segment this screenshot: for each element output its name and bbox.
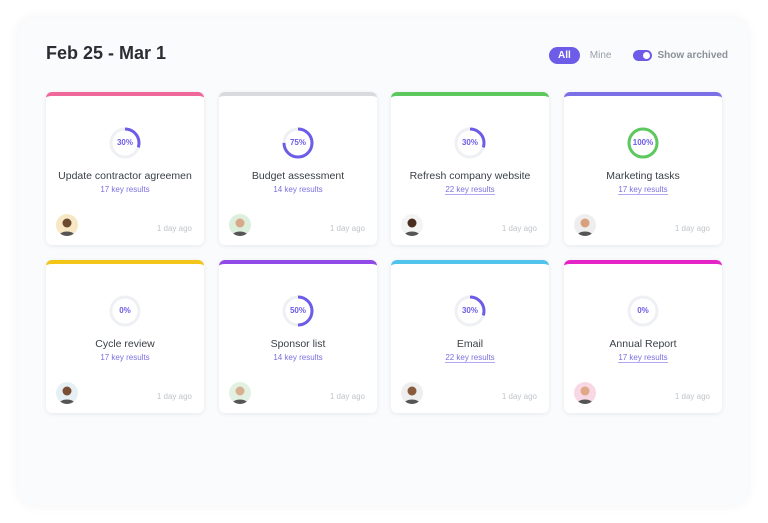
- updated-time: 1 day ago: [501, 224, 537, 233]
- progress-ring: 30%: [453, 126, 487, 160]
- key-results-link[interactable]: 14 key results: [273, 185, 323, 194]
- goal-name[interactable]: Update contractor agreemen: [58, 170, 192, 182]
- key-results-link[interactable]: 17 key results: [100, 185, 150, 194]
- goal-card[interactable]: 0% Annual Report 17 key results 1 day ag…: [564, 260, 722, 413]
- key-results-link[interactable]: 17 key results: [100, 353, 150, 362]
- goal-card[interactable]: 100% Marketing tasks 17 key results 1 da…: [564, 92, 722, 245]
- avatar: [56, 382, 78, 404]
- goal-name[interactable]: Marketing tasks: [606, 170, 680, 182]
- goal-name[interactable]: Refresh company website: [409, 170, 531, 182]
- progress-ring: 30%: [108, 126, 142, 160]
- goal-card[interactable]: 30% Email 22 key results 1 day ago: [391, 260, 549, 413]
- key-results-link[interactable]: 22 key results: [445, 185, 495, 195]
- progress-arc: [109, 127, 141, 159]
- show-archived-toggle[interactable]: [633, 50, 653, 61]
- updated-time: 1 day ago: [501, 392, 537, 401]
- updated-time: 1 day ago: [329, 224, 365, 233]
- goal-name[interactable]: Email: [456, 338, 484, 350]
- progress-label: 50%: [289, 306, 306, 315]
- progress-ring: 0%: [108, 294, 142, 328]
- progress-arc: [282, 127, 314, 159]
- avatar: [401, 382, 423, 404]
- key-results-link[interactable]: 22 key results: [445, 353, 495, 363]
- key-results-link[interactable]: 14 key results: [273, 353, 323, 362]
- avatar: [229, 214, 251, 236]
- key-results-link[interactable]: 17 key results: [618, 185, 668, 195]
- goal-card[interactable]: 30% Update contractor agreemen 17 key re…: [46, 92, 204, 245]
- progress-arc: [627, 127, 659, 159]
- filter-bar: All Mine Show archived: [549, 47, 728, 64]
- avatar: [56, 214, 78, 236]
- show-archived-label: Show archived: [657, 50, 729, 61]
- progress-ring: 30%: [453, 294, 487, 328]
- progress-ring: 0%: [626, 294, 660, 328]
- avatar: [229, 382, 251, 404]
- progress-ring: 75%: [281, 126, 315, 160]
- progress-label: 0%: [119, 306, 131, 315]
- progress-label: 100%: [632, 138, 654, 147]
- progress-arc: [454, 127, 486, 159]
- avatar: [574, 382, 596, 404]
- updated-time: 1 day ago: [156, 392, 192, 401]
- goal-name[interactable]: Annual Report: [609, 338, 677, 350]
- progress-arc: [454, 295, 486, 327]
- goal-name[interactable]: Budget assessment: [251, 170, 345, 182]
- progress-ring: 100%: [626, 126, 660, 160]
- filter-mine-button[interactable]: Mine: [589, 50, 612, 61]
- key-results-link[interactable]: 17 key results: [618, 353, 668, 363]
- goal-card[interactable]: 75% Budget assessment 14 key results 1 d…: [219, 92, 377, 245]
- progress-arc: [282, 295, 314, 327]
- goal-name[interactable]: Sponsor list: [270, 338, 326, 350]
- progress-ring: 50%: [281, 294, 315, 328]
- updated-time: 1 day ago: [674, 224, 710, 233]
- goal-card[interactable]: 30% Refresh company website 22 key resul…: [391, 92, 549, 245]
- filter-all-button[interactable]: All: [549, 47, 580, 64]
- goal-card[interactable]: 0% Cycle review 17 key results 1 day ago: [46, 260, 204, 413]
- progress-label: 30%: [461, 306, 478, 315]
- avatar: [401, 214, 423, 236]
- updated-time: 1 day ago: [156, 224, 192, 233]
- progress-label: 30%: [116, 138, 133, 147]
- avatar: [574, 214, 596, 236]
- progress-label: 75%: [289, 138, 306, 147]
- goal-name[interactable]: Cycle review: [95, 338, 155, 350]
- page-title: Feb 25 - Mar 1: [46, 43, 167, 63]
- progress-label: 30%: [461, 138, 478, 147]
- updated-time: 1 day ago: [329, 392, 365, 401]
- goal-card[interactable]: 50% Sponsor list 14 key results 1 day ag…: [219, 260, 377, 413]
- updated-time: 1 day ago: [674, 392, 710, 401]
- progress-label: 0%: [637, 306, 649, 315]
